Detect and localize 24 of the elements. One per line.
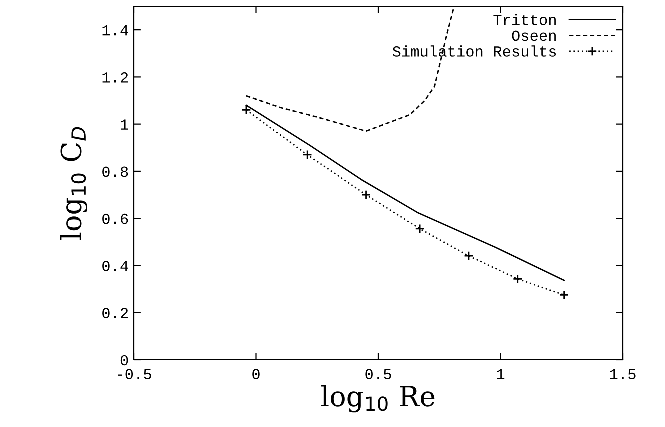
y-tick-label: 1.2 <box>102 72 128 83</box>
x-tick-label: 0 <box>252 369 260 380</box>
legend-label: Oseen <box>512 30 556 42</box>
point <box>559 290 570 300</box>
y-tick-label: 1 <box>121 120 128 130</box>
y-tick-label: 0.4 <box>102 261 128 272</box>
point <box>464 251 474 261</box>
y-tick-label: 0 <box>120 355 128 366</box>
point <box>302 150 312 160</box>
point <box>415 224 425 234</box>
x-axis-title: log$_{10}$ Re <box>322 385 435 413</box>
legend-label: Simulation Results <box>392 46 556 57</box>
y-tick-label: 0.6 <box>102 214 128 224</box>
legend-label: Tritton <box>494 14 556 26</box>
x-tick-label: -0.5 <box>118 369 152 380</box>
y-axis-title: log$_{10}$ C$_{D}$ <box>60 127 88 240</box>
x-tick-label: 1.5 <box>610 369 636 380</box>
point <box>513 274 523 284</box>
x-tick-label: 0.5 <box>366 369 392 380</box>
x-tick-label: 1 <box>497 369 505 380</box>
point <box>361 190 372 200</box>
y-tick-label: 1.4 <box>102 26 128 36</box>
y-tick-label: 0.2 <box>102 308 128 319</box>
y-tick-label: 0.8 <box>102 166 128 178</box>
